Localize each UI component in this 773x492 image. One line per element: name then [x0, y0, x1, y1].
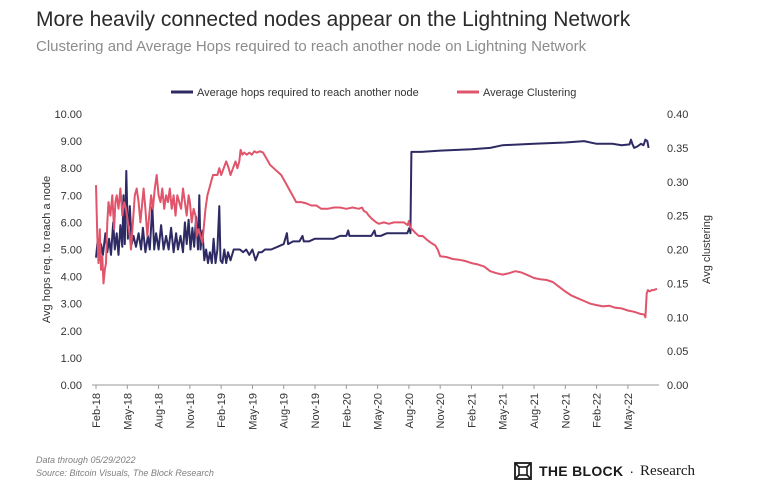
series-line-hops: [95, 138, 650, 265]
x-tick-label: Nov-19: [310, 393, 322, 428]
brand-separator: ·: [629, 463, 635, 479]
x-tick-label: Nov-18: [185, 393, 197, 428]
x-tick-label: May-22: [623, 393, 635, 430]
page-title: More heavily connected nodes appear on t…: [36, 8, 631, 31]
y-right-axis-title: Avg clustering: [701, 215, 713, 284]
y-left-axis-title: Avg hops req. to reach a node: [41, 176, 53, 323]
x-tick-label: Nov-20: [435, 393, 447, 428]
page-subtitle: Clustering and Average Hops required to …: [36, 38, 587, 55]
x-axis: Feb-18 May-18 Aug-18 Nov-18 Feb-19 May-19 Aug-…: [91, 384, 659, 430]
x-tick-label: Feb-21: [466, 393, 478, 428]
x-tick-label: Feb-19: [216, 393, 228, 428]
x-tick-label: Aug-21: [529, 393, 541, 428]
y-right-tick-label: 0.20: [667, 245, 688, 257]
x-tick-label: Aug-18: [154, 393, 166, 428]
x-tick-label: Nov-21: [560, 393, 572, 428]
y-right-tick-label: 0.35: [667, 143, 688, 155]
x-tick-label: May-21: [498, 393, 510, 430]
y-axis-left: 0.00 1.00 2.00 3.00 4.00 5.00 6.00 7.00 8.00 9.00…: [41, 109, 82, 392]
brand-suffix: Research: [640, 462, 696, 479]
y-right-tick-label: 0.10: [667, 312, 688, 324]
brand-logo: THE BLOCK · Research: [513, 461, 695, 481]
x-tick-label: Feb-18: [91, 393, 103, 428]
y-right-tick-label: 0.40: [667, 109, 688, 121]
y-left-tick-label: 0.00: [61, 380, 82, 392]
x-tick-label: Feb-20: [341, 393, 353, 428]
y-left-tick-label: 1.00: [61, 353, 82, 365]
brand-name: THE BLOCK: [539, 463, 624, 479]
y-left-tick-label: 3.00: [61, 299, 82, 311]
y-left-tick-label: 5.00: [61, 245, 82, 257]
source-note: Source: Bitcoin Visuals, The Block Resea…: [36, 468, 214, 478]
series-line-clustering: [95, 148, 658, 319]
chart-lines: [95, 138, 658, 319]
y-left-tick-label: 7.00: [61, 190, 82, 202]
x-tick-label: May-18: [122, 393, 134, 430]
y-right-tick-label: 0.00: [667, 380, 688, 392]
y-left-tick-label: 2.00: [61, 326, 82, 338]
y-axis-right: 0.00 0.05 0.10 0.15 0.20 0.25 0.30 0.35 0.40 Avg …: [667, 109, 713, 392]
data-through-note: Data through 05/29/2022: [36, 455, 136, 465]
y-left-tick-label: 8.00: [61, 163, 82, 175]
y-left-tick-label: 10.00: [54, 109, 82, 121]
x-tick-label: Feb-22: [592, 393, 604, 428]
y-left-tick-label: 4.00: [61, 272, 82, 284]
chart-legend: Average hops required to reach another n…: [171, 87, 576, 99]
x-tick-label: Aug-20: [404, 393, 416, 428]
y-right-tick-label: 0.25: [667, 211, 688, 223]
y-right-tick-label: 0.15: [667, 278, 688, 290]
y-right-tick-label: 0.30: [667, 177, 688, 189]
x-tick-label: May-19: [247, 393, 259, 430]
the-block-icon: [514, 462, 532, 480]
y-left-tick-label: 6.00: [61, 217, 82, 229]
x-tick-label: May-20: [373, 393, 385, 430]
legend-label-hops: Average hops required to reach another n…: [197, 87, 419, 99]
x-tick-label: Aug-19: [279, 393, 291, 428]
y-left-tick-label: 9.00: [61, 136, 82, 148]
legend-label-clustering: Average Clustering: [483, 87, 576, 99]
y-right-tick-label: 0.05: [667, 346, 688, 358]
